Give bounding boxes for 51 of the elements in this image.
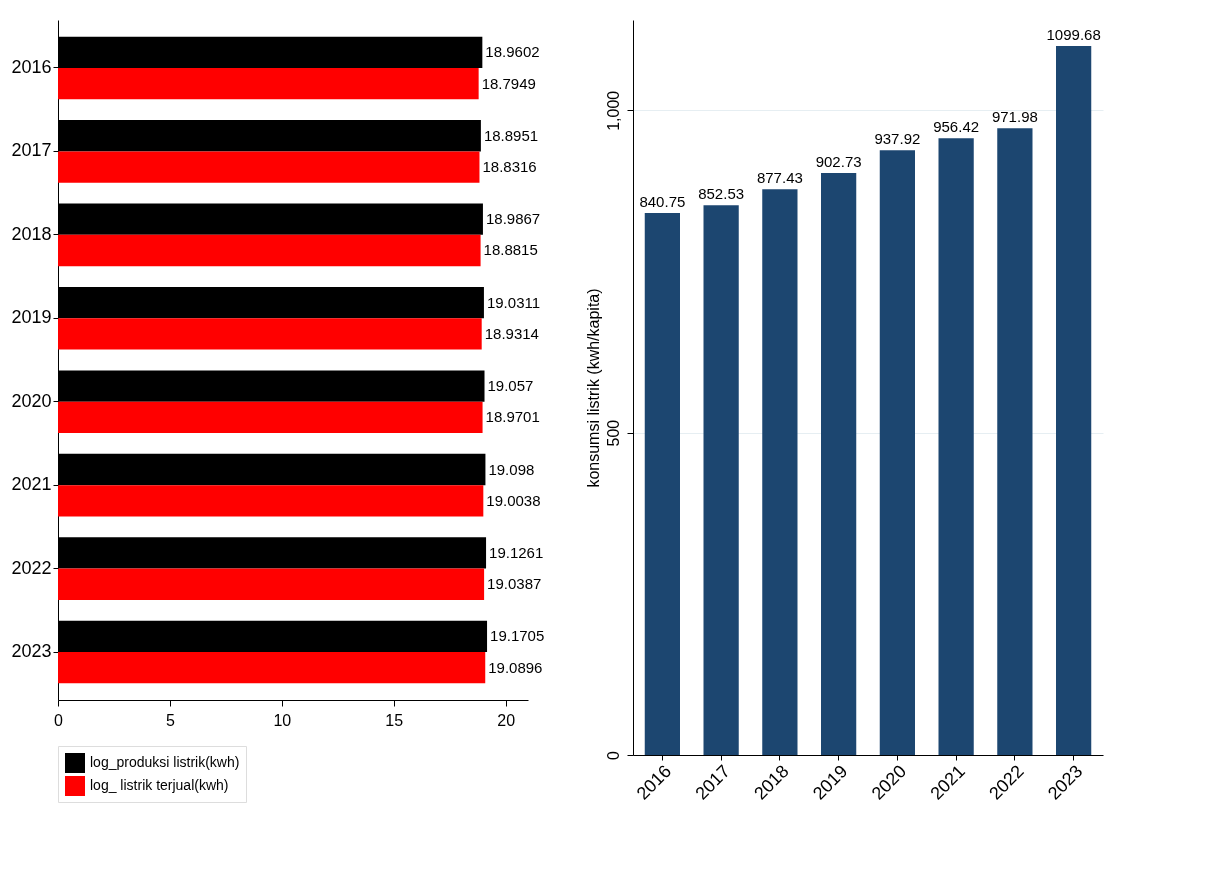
data-label: 19.1261 [489,543,544,561]
x-tick-label: 10 [273,711,292,729]
data-label: 19.0311 [486,293,541,311]
x-tick-label: 0 [54,711,64,729]
bar [997,128,1033,755]
data-label: 840.75 [639,192,686,210]
data-label: 902.73 [815,152,862,170]
y-tick-label: 2017 [11,140,52,161]
y-tick-label: 2023 [11,641,52,662]
data-label: 18.8316 [482,158,537,176]
bar [938,138,974,755]
legend-label: log_produksi listrik(kwh) [90,754,240,770]
y-tick-label: 2021 [11,474,52,495]
bar [821,172,857,755]
data-label: 1099.68 [1046,26,1101,43]
data-label: 19.057 [487,377,534,395]
bar [703,205,739,755]
data-label: 18.8951 [483,126,539,144]
x-tick-label: 15 [385,711,404,729]
y-axis-title: konsumsi listrik (kwh/kapita) [584,288,602,488]
x-tick-label: 20 [497,711,516,729]
bar [879,150,915,755]
y-tick-label: 0 [604,750,622,760]
bar [1056,46,1092,755]
data-label: 18.9314 [484,324,539,342]
data-label: 18.8815 [483,241,538,259]
data-label: 19.0387 [487,575,542,593]
legend-label: log_ listrik terjual(kwh) [90,777,229,793]
bar [762,189,798,755]
data-label: 937.92 [874,130,921,148]
data-label: 18.7949 [481,74,536,92]
x-tick-label: 5 [165,711,175,729]
data-label: 18.9602 [485,43,540,61]
bar [644,212,680,755]
data-label: 19.098 [488,460,535,478]
data-label: 18.9867 [485,210,541,228]
y-tick-label: 1,000 [604,90,622,131]
data-label: 971.98 [991,108,1038,126]
data-label: 19.1705 [490,627,545,645]
y-tick-label: 2016 [11,56,52,77]
y-tick-label: 2020 [11,390,52,411]
y-tick-label: 2018 [11,223,52,244]
data-label: 18.9701 [485,408,540,426]
data-label: 852.53 [698,185,745,203]
data-label: 19.0038 [486,491,541,509]
y-tick-label: 500 [604,419,622,447]
y-tick-label: 2019 [11,307,52,328]
y-tick-label: 2022 [11,557,52,578]
data-label: 877.43 [756,169,803,187]
data-label: 19.0896 [488,658,543,676]
data-label: 956.42 [933,118,980,136]
